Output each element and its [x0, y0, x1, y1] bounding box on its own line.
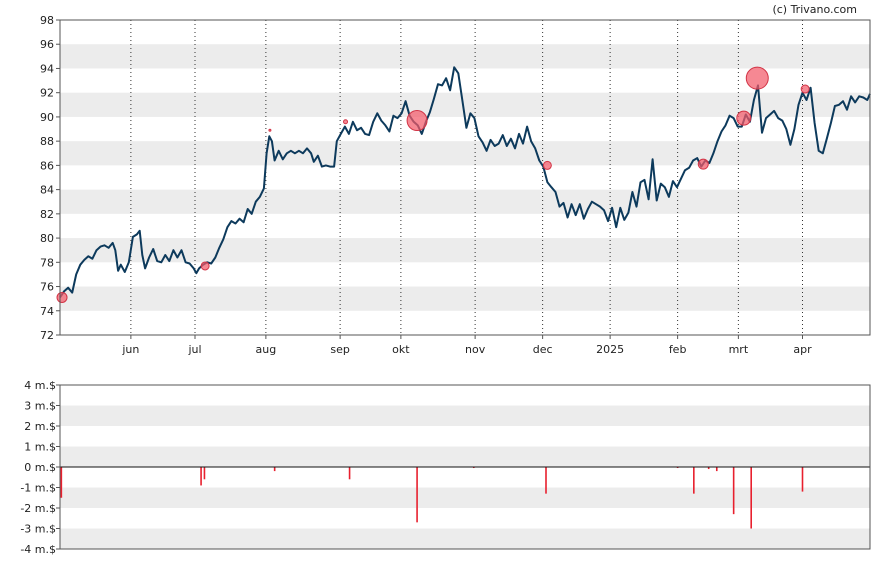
price-x-tick-label: sep: [330, 343, 349, 356]
price-x-tick-label: jul: [187, 343, 201, 356]
price-y-tick-label: 90: [40, 111, 54, 124]
price-x-tick-label: 2025: [596, 343, 624, 356]
price-y-tick-label: 94: [40, 62, 54, 75]
price-band: [60, 44, 870, 69]
event-marker: [800, 84, 810, 94]
credit-label: (c) Trivano.com: [772, 3, 857, 16]
volume-bar: [732, 467, 735, 515]
price-y-tick-label: 78: [40, 256, 54, 269]
price-x-tick-label: nov: [465, 343, 486, 356]
event-markers: [56, 66, 810, 303]
price-y-tick-label: 74: [40, 305, 54, 318]
volume-y-tick-label: 3 m.$: [24, 400, 56, 413]
price-y-tick-label: 88: [40, 135, 54, 148]
price-x-tick-label: dec: [533, 343, 553, 356]
volume-bar: [203, 467, 206, 480]
volume-panel: 4 m.$ 3 m.$ 2 m.$ 1 m.$ 0 m.$ -1 m.$ -2 m.$ -3 …: [20, 379, 871, 556]
volume-bar: [416, 467, 418, 523]
price-y-tick-label: 72: [40, 329, 54, 342]
volume-y-tick-label: 1 m.$: [24, 441, 56, 454]
event-marker: [745, 66, 769, 90]
price-series-line: [59, 66, 871, 298]
volume-y-tick-label: -3 m.$: [20, 523, 56, 536]
price-x-tick-label: aug: [256, 343, 277, 356]
volume-y-tick-label: -4 m.$: [20, 543, 56, 556]
volume-bar: [715, 467, 718, 472]
price-x-tick-label: mrt: [729, 343, 749, 356]
price-band: [60, 286, 870, 311]
volume-band: [60, 405, 870, 426]
volume-y-tick-label: 2 m.$: [24, 420, 56, 433]
volume-y-tick-label: 4 m.$: [24, 379, 56, 392]
price-y-tick-label: 92: [40, 87, 54, 100]
event-marker: [542, 160, 552, 170]
event-marker: [406, 110, 428, 132]
volume-y-tick-label: -1 m.$: [20, 482, 56, 495]
event-marker: [200, 261, 210, 271]
price-y-tick-label: 96: [40, 38, 54, 51]
volume-bar: [750, 467, 752, 529]
volume-bar: [707, 467, 710, 470]
price-x-tick-label: apr: [793, 343, 812, 356]
volume-band: [60, 446, 870, 467]
price-y-tick-label: 98: [40, 14, 54, 27]
price-panel-frame: [59, 19, 871, 336]
event-marker: [56, 291, 68, 303]
price-x-tick-label: jun: [121, 343, 139, 356]
volume-bar: [693, 467, 695, 494]
event-marker: [268, 128, 272, 132]
volume-y-axis: 4 m.$ 3 m.$ 2 m.$ 1 m.$ 0 m.$ -1 m.$ -2 m.$ -3 …: [20, 379, 60, 556]
volume-grid-bands: [60, 405, 870, 549]
event-marker: [736, 110, 752, 126]
price-y-tick-label: 86: [40, 159, 54, 172]
volume-y-tick-label: -2 m.$: [20, 502, 56, 515]
volume-band: [60, 528, 870, 549]
volume-bars: [60, 467, 804, 529]
volume-bar: [545, 467, 547, 494]
volume-band: [60, 487, 870, 508]
price-x-axis: jun jul aug sep okt nov dec 2025 feb mrt apr: [121, 335, 812, 356]
volume-bar: [801, 467, 804, 492]
price-y-axis: 72 74 76 78 80 82 84 86 88 90 92 94 96 98: [40, 14, 60, 342]
price-y-tick-label: 84: [40, 184, 54, 197]
volume-bar: [676, 467, 679, 469]
volume-bar: [273, 467, 276, 472]
volume-bar: [60, 467, 63, 498]
volume-bar: [348, 467, 351, 480]
price-panel: 72 74 76 78 80 82 84 86 88 90 92 94 96 98 jun jul aug se…: [40, 14, 871, 356]
price-band: [60, 189, 870, 214]
price-y-tick-label: 76: [40, 281, 54, 294]
price-x-tick-label: feb: [669, 343, 687, 356]
price-y-tick-label: 80: [40, 232, 54, 245]
event-marker: [697, 158, 709, 170]
volume-y-tick-label: 0 m.$: [24, 461, 56, 474]
volume-panel-frame: [59, 384, 871, 550]
price-band: [60, 238, 870, 263]
event-marker: [343, 119, 349, 125]
price-y-tick-label: 82: [40, 208, 54, 221]
volume-bar: [472, 467, 475, 469]
price-x-tick-label: okt: [392, 343, 410, 356]
volume-bar: [200, 467, 202, 486]
price-month-gridlines: [130, 20, 803, 335]
price-band: [60, 141, 870, 166]
